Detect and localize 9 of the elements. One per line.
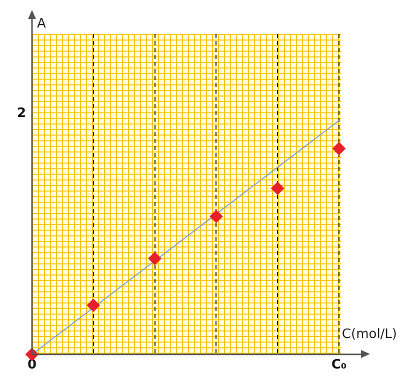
point <box>271 182 284 195</box>
point <box>148 252 162 266</box>
x-tick-label: C₀ <box>331 358 347 373</box>
text: 2 <box>16 106 26 121</box>
text: A <box>37 16 46 32</box>
point <box>86 298 100 312</box>
point <box>210 210 223 223</box>
point <box>332 142 346 156</box>
x-axis-title: C(mol/L) <box>342 326 398 342</box>
